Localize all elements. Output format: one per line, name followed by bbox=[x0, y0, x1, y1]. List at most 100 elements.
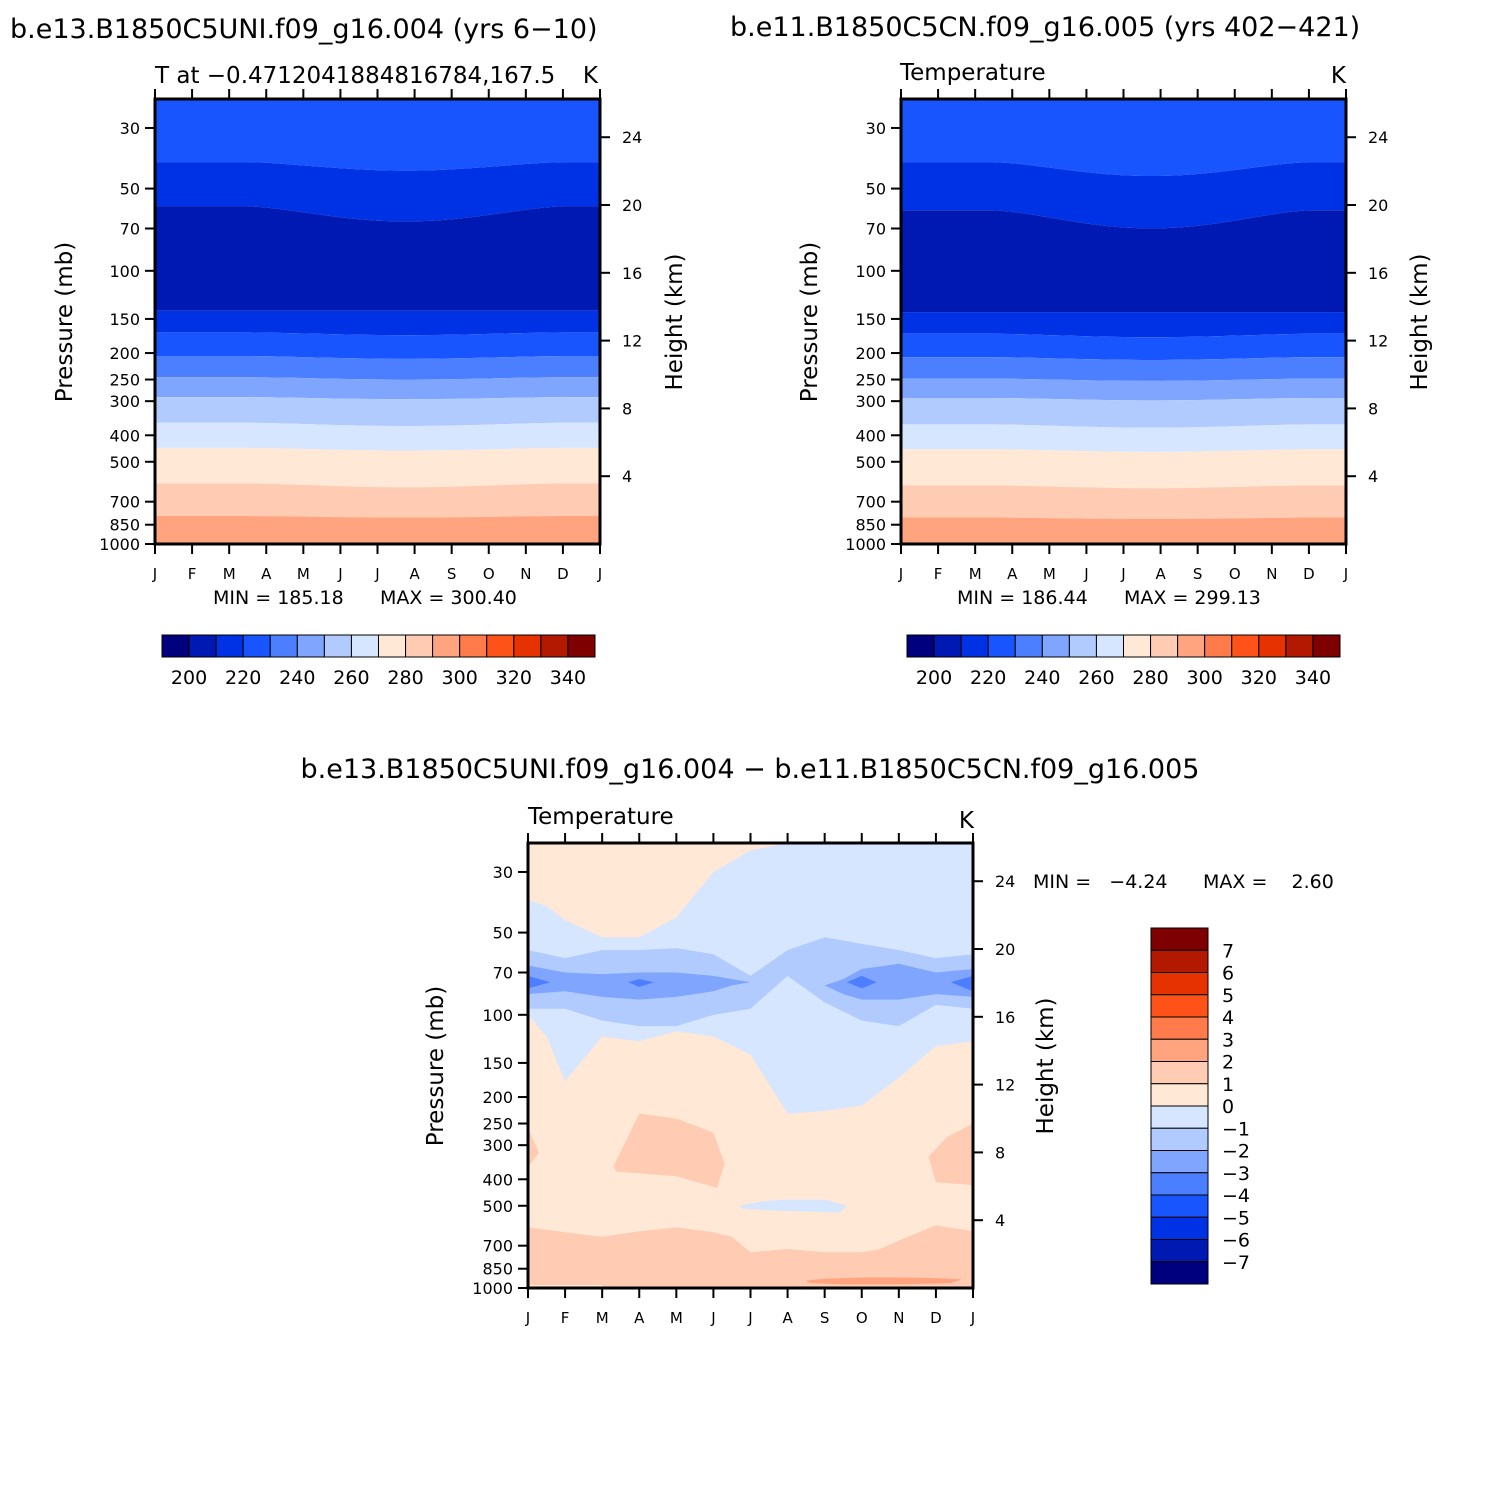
panel3-band-m2 bbox=[528, 937, 973, 1027]
panel3-colorbar-label: −6 bbox=[1222, 1230, 1250, 1252]
panel3-colorbar-label: −2 bbox=[1222, 1141, 1250, 1163]
panel1-max: MAX = 300.40 bbox=[380, 587, 517, 609]
panel2-colorbar-label: 260 bbox=[1078, 667, 1114, 689]
panel1-ytick-label: 850 bbox=[109, 516, 140, 535]
panel1-xtick-label: J bbox=[597, 565, 602, 583]
panel2-ytick-label: 850 bbox=[855, 516, 886, 535]
panel1-xtick-label: J bbox=[152, 565, 157, 583]
panel2-colorbar-swatch bbox=[906, 634, 935, 658]
panel1-colorbar-swatch bbox=[323, 634, 352, 658]
panel2-contour-band bbox=[901, 397, 1346, 428]
panel2-colorbar-swatch bbox=[1014, 634, 1043, 658]
panel1-ytick-label: 500 bbox=[109, 453, 140, 472]
panel3-colorbar-swatch bbox=[1150, 1083, 1209, 1107]
panel1-rtick-label: 16 bbox=[622, 264, 642, 283]
panel3-xtick-label: J bbox=[525, 1309, 530, 1327]
panel2-ytick-label: 50 bbox=[866, 180, 886, 199]
panel1-ytick-label: 150 bbox=[109, 310, 140, 329]
panel2-ytick-label: 200 bbox=[855, 344, 886, 363]
panel3-colorbar-label: 6 bbox=[1222, 963, 1234, 985]
panel1-colorbar-swatch bbox=[215, 634, 244, 658]
panel1-contour-band bbox=[155, 516, 600, 543]
panel1-xtick-label: M bbox=[297, 565, 310, 583]
panel2-colorbar: 200 220 240 260 280 300 320 340 bbox=[906, 634, 1341, 689]
panel3-rtick-label: 12 bbox=[995, 1076, 1015, 1095]
panel1-xtick-label: D bbox=[557, 565, 569, 583]
panel1-colorbar-swatch bbox=[567, 634, 596, 658]
panel3-colorbar-swatch bbox=[1150, 1239, 1209, 1263]
panel3-band-p3 bbox=[806, 1277, 962, 1285]
panel2-colorbar-swatch bbox=[1231, 634, 1260, 658]
panel3-colorbar-swatch bbox=[1150, 994, 1209, 1018]
panel2-colorbar-swatch bbox=[1285, 634, 1314, 658]
panel3-colorbar-swatch bbox=[1150, 972, 1209, 996]
panel3-ytick-label: 150 bbox=[482, 1054, 513, 1073]
panel1-xtick-label: N bbox=[520, 565, 531, 583]
panel3-ytick-label: 50 bbox=[493, 924, 513, 943]
panel1-ytick-label: 300 bbox=[109, 392, 140, 411]
panel3-ytick-label: 200 bbox=[482, 1088, 513, 1107]
panel3-band-m4d bbox=[950, 975, 973, 992]
panel3-xtick-label: M bbox=[596, 1309, 609, 1327]
panel3-band-p1b bbox=[928, 1123, 973, 1186]
panel3-colorbar-label: 7 bbox=[1222, 940, 1234, 962]
panel3-band-p2 bbox=[528, 1225, 973, 1288]
panel3-rtick-label: 4 bbox=[995, 1211, 1005, 1230]
panel1-rtick-label: 12 bbox=[622, 332, 642, 351]
panel3-xtick-label: S bbox=[820, 1309, 830, 1327]
panel1-contour-band bbox=[155, 310, 600, 336]
panel3-ytick-label: 70 bbox=[493, 963, 513, 982]
panel1-colorbar-swatch bbox=[513, 634, 542, 658]
panel3-xtick-label: J bbox=[710, 1309, 715, 1327]
panel2-colorbar-swatch bbox=[1204, 634, 1233, 658]
panel1-xtick-label: J bbox=[337, 565, 342, 583]
panel2-ytick-label: 1000 bbox=[845, 535, 886, 554]
panel1-contour-band bbox=[155, 206, 600, 311]
panel3-xtick-label: O bbox=[856, 1309, 868, 1327]
panel3-xtick-label: M bbox=[670, 1309, 683, 1327]
panel2-xtick-label: J bbox=[1343, 565, 1348, 583]
panel3-ytick-label: 700 bbox=[482, 1237, 513, 1256]
panel2-colorbar-swatch bbox=[987, 634, 1016, 658]
panel1-colorbar-label: 320 bbox=[496, 667, 532, 689]
panel2-xtick-label: A bbox=[1007, 565, 1018, 583]
panel1-colorbar-swatch bbox=[378, 634, 407, 658]
panel3-colorbar-label: 4 bbox=[1222, 1007, 1234, 1029]
panel1-rtick-label: 24 bbox=[622, 128, 642, 147]
panel1-ytick-label: 1000 bbox=[99, 535, 140, 554]
panel3-colorbar-swatch bbox=[1150, 1194, 1209, 1218]
panel2-xtick-label: O bbox=[1229, 565, 1241, 583]
panel2-ytick-label: 70 bbox=[866, 219, 886, 238]
panel3-rtick-label: 20 bbox=[995, 940, 1015, 959]
panel1-contour-band bbox=[155, 397, 600, 427]
panel3-subtitle-left: Temperature bbox=[527, 804, 674, 830]
panel2-contour-band bbox=[901, 378, 1346, 401]
panel2-xtick-label: J bbox=[898, 565, 903, 583]
panel2-ylabel: Pressure (mb) bbox=[797, 242, 823, 402]
panel2-colorbar-swatch bbox=[1150, 634, 1179, 658]
panel2-colorbar-swatch bbox=[1095, 634, 1124, 658]
panel2-rtick-label: 20 bbox=[1368, 196, 1388, 215]
panel2-ytick-label: 300 bbox=[855, 392, 886, 411]
panel1-min: MIN = 185.18 bbox=[213, 587, 344, 609]
panel3-colorbar-swatch bbox=[1150, 949, 1209, 973]
panel1-colorbar-label: 240 bbox=[279, 667, 315, 689]
panel3-ytick-label: 250 bbox=[482, 1115, 513, 1134]
panel1-ytick-label: 700 bbox=[109, 493, 140, 512]
panel3-band-m4c bbox=[846, 975, 877, 989]
panel1-contour-band bbox=[155, 447, 600, 488]
panel1-colorbar-label: 200 bbox=[171, 667, 207, 689]
panel3-xtick-label: J bbox=[970, 1309, 975, 1327]
panel2-xtick-label: D bbox=[1303, 565, 1315, 583]
panel3-ylabel: Pressure (mb) bbox=[423, 986, 449, 1146]
panel1-contour-band bbox=[155, 332, 600, 359]
panel1-ytick-label: 400 bbox=[109, 426, 140, 445]
panel3-colorbar-label: 5 bbox=[1222, 985, 1234, 1007]
panel2-min: MIN = 186.44 bbox=[957, 587, 1088, 609]
panel3-band-p1c bbox=[528, 1128, 540, 1167]
panel1-xtick-label: O bbox=[483, 565, 495, 583]
panel1-xtick-label: J bbox=[374, 565, 379, 583]
panel1-xtick-label: A bbox=[409, 565, 420, 583]
panel3-ytick-label: 300 bbox=[482, 1136, 513, 1155]
panel1-xtick-label: M bbox=[223, 565, 236, 583]
